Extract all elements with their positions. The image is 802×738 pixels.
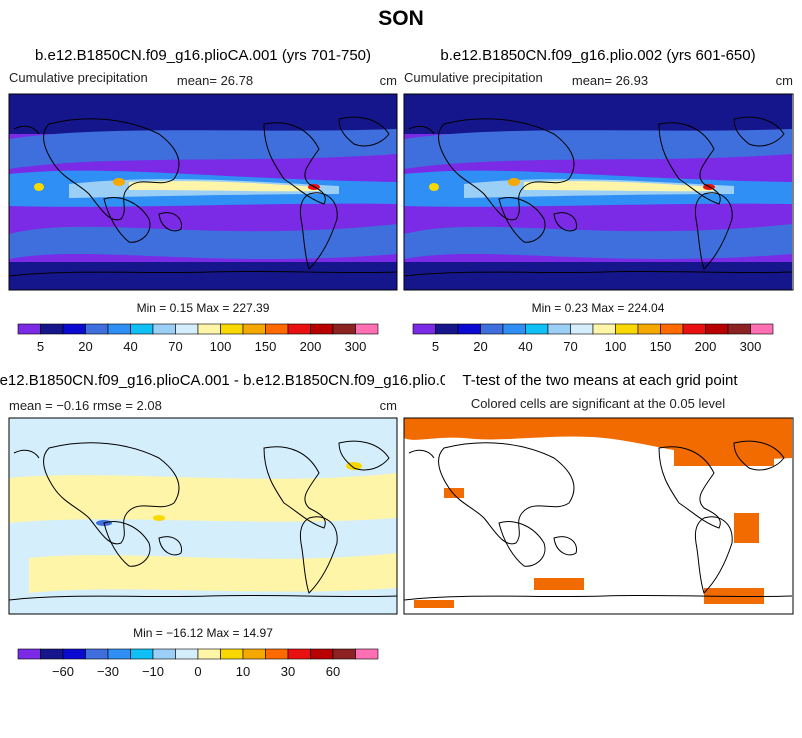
colorbar-box (197, 323, 221, 335)
colorbar-label: 0 (194, 664, 201, 679)
colorbar-box (570, 323, 594, 335)
colorbar-box (637, 323, 661, 335)
colorbar-box (332, 648, 356, 660)
title-backdrop (445, 368, 802, 392)
colorbar-label: 10 (236, 664, 250, 679)
panel-mean: mean= 26.78 (177, 73, 253, 88)
colorbar-box (197, 648, 221, 660)
colorbar-box (332, 323, 356, 335)
panel-stats: Min = 0.15 Max = 227.39 (137, 301, 270, 315)
colorbar: 5 20 40 70 100 150 200 300 (412, 323, 774, 354)
colorbar-box (152, 323, 176, 335)
colorbar-box (265, 648, 289, 660)
panel-units: cm (380, 73, 397, 88)
colorbar-box (62, 323, 86, 335)
colorbar-box (355, 648, 379, 660)
panel-stats: Min = 0.23 Max = 224.04 (532, 301, 665, 315)
map (403, 417, 794, 615)
colorbar: 5 20 40 70 100 150 200 300 (17, 323, 379, 354)
map (403, 93, 794, 291)
colorbar-box (17, 323, 41, 335)
colorbar-box (660, 323, 684, 335)
colorbar-label: 100 (605, 339, 627, 354)
colorbar-label: 100 (210, 339, 232, 354)
panel-label: mean = −0.16 rmse = 2.08 (9, 398, 162, 413)
colorbar-box (85, 323, 109, 335)
colorbar-box (525, 323, 549, 335)
colorbar-box (457, 323, 481, 335)
colorbar-label: 150 (650, 339, 672, 354)
colorbar-label: 150 (255, 339, 277, 354)
colorbar-box (130, 323, 154, 335)
colorbar-box (355, 323, 379, 335)
colorbar-box (547, 323, 571, 335)
panel-stats: Min = −16.12 Max = 14.97 (133, 626, 273, 640)
colorbar-box (107, 323, 131, 335)
colorbar-label: −60 (52, 664, 74, 679)
colorbar-box (130, 648, 154, 660)
colorbar-label: 200 (300, 339, 322, 354)
colorbar-box (40, 648, 64, 660)
colorbar-label: 70 (563, 339, 577, 354)
colorbar-label: 70 (168, 339, 182, 354)
panel-units: cm (776, 73, 793, 88)
colorbar-box (107, 648, 131, 660)
colorbar-box (40, 323, 64, 335)
colorbar-label: 200 (695, 339, 717, 354)
map (8, 93, 398, 291)
colorbar-box (502, 323, 526, 335)
colorbar-box (435, 323, 459, 335)
colorbar-box (592, 323, 616, 335)
panel-title: b.e12.B1850CN.f09_g16.plioCA.001 (yrs 70… (35, 47, 371, 64)
colorbar-label: 40 (518, 339, 532, 354)
colorbar-label: 20 (78, 339, 92, 354)
colorbar-box (220, 648, 244, 660)
panel-title: b.e12.B1850CN.f09_g16.plio.002 (yrs 601-… (440, 47, 755, 64)
colorbar-box (310, 323, 334, 335)
colorbar-box (220, 323, 244, 335)
panel-mean: mean= 26.93 (572, 73, 648, 88)
colorbar-label: 20 (473, 339, 487, 354)
colorbar-label: 300 (740, 339, 762, 354)
colorbar-box (62, 648, 86, 660)
colorbar-label: −10 (142, 664, 164, 679)
colorbar-box (480, 323, 504, 335)
colorbar-label: 40 (123, 339, 137, 354)
colorbar-label: 5 (37, 339, 44, 354)
panel-label: Cumulative precipitation (404, 70, 543, 85)
colorbar-box (242, 648, 266, 660)
colorbar-box (242, 323, 266, 335)
colorbar-box (682, 323, 706, 335)
colorbar-box (705, 323, 729, 335)
colorbar-box (152, 648, 176, 660)
colorbar: −60 −30 −10 0 10 30 60 (17, 648, 379, 679)
colorbar-box (727, 323, 751, 335)
colorbar-box (85, 648, 109, 660)
map (8, 417, 398, 615)
colorbar-box (287, 323, 311, 335)
panel-title: T-test of the two means at each grid poi… (462, 372, 738, 389)
panel-units: cm (380, 398, 397, 413)
panel-subtitle: Colored cells are significant at the 0.0… (471, 396, 725, 411)
figure-title: SON (378, 7, 424, 30)
colorbar-box (175, 648, 199, 660)
colorbar-label: 30 (281, 664, 295, 679)
colorbar-box (750, 323, 774, 335)
colorbar-box (615, 323, 639, 335)
colorbar-box (175, 323, 199, 335)
colorbar-box (310, 648, 334, 660)
colorbar-box (412, 323, 436, 335)
colorbar-label: 5 (432, 339, 439, 354)
panel-label: Cumulative precipitation (9, 70, 148, 85)
colorbar-box (17, 648, 41, 660)
colorbar-label: −30 (97, 664, 119, 679)
panel-title: b.e12.B1850CN.f09_g16.plioCA.001 - b.e12… (0, 372, 465, 389)
colorbar-box (287, 648, 311, 660)
colorbar-label: 60 (326, 664, 340, 679)
colorbar-box (265, 323, 289, 335)
colorbar-label: 300 (345, 339, 367, 354)
